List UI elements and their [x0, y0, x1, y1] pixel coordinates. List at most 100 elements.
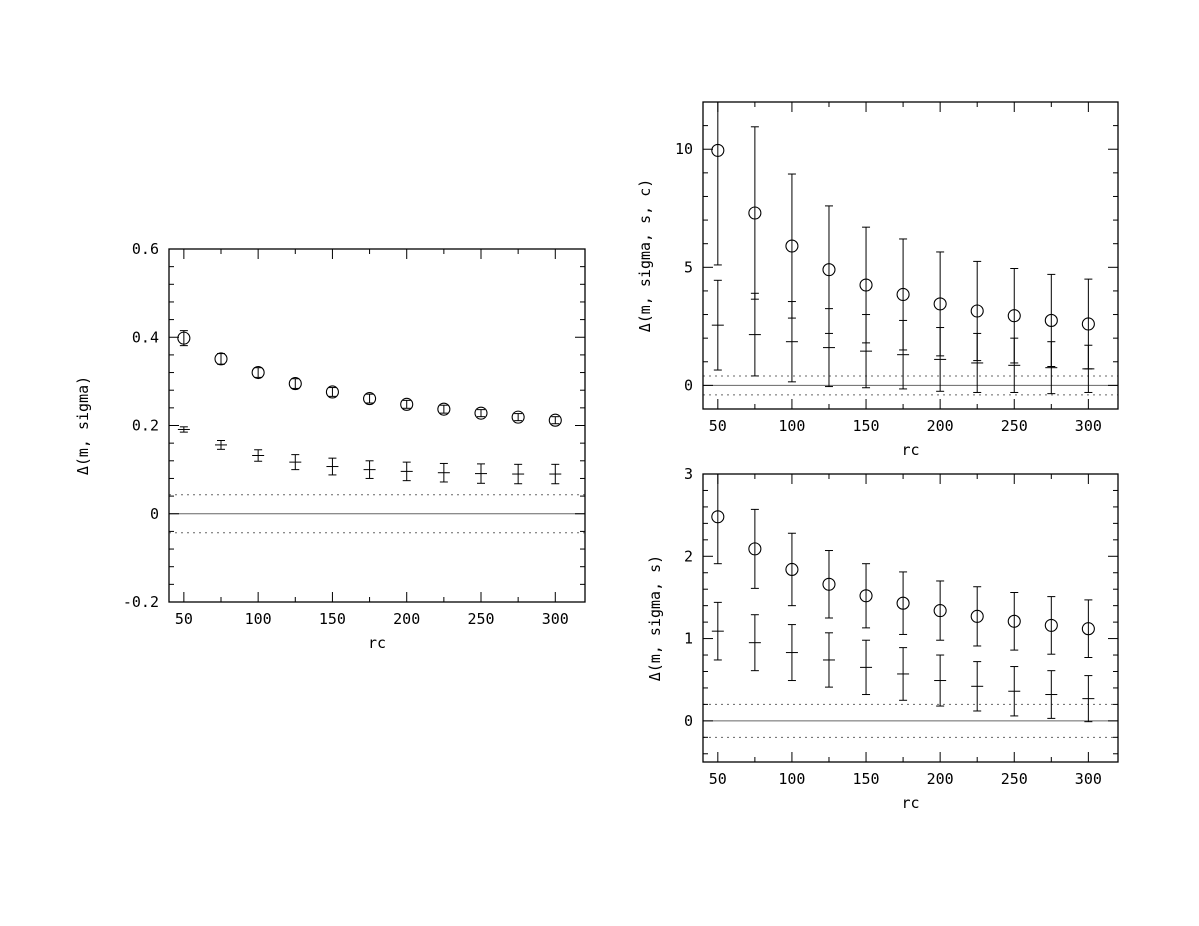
circle-marker [1007, 309, 1021, 323]
circle-marker [511, 410, 525, 424]
y-tick-label: 10 [675, 140, 693, 158]
data-point [1044, 596, 1058, 655]
circle-series [711, 474, 1095, 658]
y-tick-label: 0.6 [132, 240, 159, 258]
data-point [548, 413, 562, 427]
data-point [289, 454, 302, 471]
circle-marker [822, 263, 836, 277]
bottom-right-panel: 50 100 150 200 250 300 0 1 2 3 rc Δ(m, sigma, s) [646, 465, 1119, 812]
circle-marker [1044, 313, 1058, 327]
y-tick-label: 0 [684, 712, 693, 730]
x-tick-label: 50 [709, 770, 727, 788]
circle-marker [1044, 618, 1058, 632]
data-point [785, 532, 799, 607]
x-tick-label: 250 [1001, 417, 1028, 435]
x-axis-label: rc [901, 441, 919, 459]
y-tick-label: 3 [684, 465, 693, 483]
circle-marker [548, 413, 562, 427]
circle-marker [748, 206, 762, 220]
circle-marker [1007, 614, 1021, 628]
circle-marker [970, 304, 984, 318]
x-tick-label: 150 [852, 770, 879, 788]
x-axis-label: rc [901, 794, 919, 812]
x-tick-label: 250 [1001, 770, 1028, 788]
data-point [288, 377, 302, 391]
circle-marker [859, 278, 873, 292]
data-point [437, 462, 450, 483]
data-point [748, 508, 762, 589]
circle-marker [177, 331, 191, 345]
data-point [934, 327, 947, 392]
data-point [1045, 341, 1058, 395]
left-panel: 50 100 150 200 250 300 -0.2 0 0.2 0.4 0.6 rc Δ(m, si… [74, 240, 586, 652]
data-point [474, 406, 488, 420]
y-tick-label: 1 [684, 630, 693, 648]
y-tick-label: 2 [684, 547, 693, 565]
circle-marker [896, 596, 910, 610]
data-point [363, 392, 377, 406]
circle-marker [785, 562, 799, 577]
data-point [859, 563, 873, 629]
circle-marker [363, 392, 377, 406]
circle-marker [785, 239, 799, 253]
x-tick-label: 300 [1075, 770, 1102, 788]
x-tick-label: 100 [778, 417, 805, 435]
x-tick-label: 200 [927, 417, 954, 435]
data-point [860, 314, 873, 389]
data-point [177, 330, 191, 347]
y-tick-label: 5 [684, 258, 693, 276]
x-tick-label: 200 [927, 770, 954, 788]
data-point [785, 301, 798, 383]
y-tick-label: 0.2 [132, 417, 159, 435]
circle-marker [1081, 622, 1095, 636]
plot-frame [168, 248, 586, 603]
data-point [1082, 344, 1095, 393]
y-axis-label: Δ(m, sigma, s) [646, 555, 664, 681]
data-point [549, 463, 562, 485]
data-point [822, 308, 835, 388]
x-tick-label: 300 [542, 610, 569, 628]
data-point [822, 632, 835, 688]
data-point [1082, 675, 1095, 723]
data-point [897, 647, 910, 701]
data-point [400, 397, 414, 411]
x-tick-label: 150 [319, 610, 346, 628]
circle-series [177, 330, 562, 427]
plot-frame [702, 101, 1119, 410]
data-point [711, 601, 724, 661]
data-point [971, 661, 984, 712]
data-point [711, 279, 724, 371]
circle-marker [822, 577, 836, 591]
data-point [970, 586, 984, 647]
circle-marker [970, 609, 984, 623]
x-tick-label: 50 [175, 610, 193, 628]
data-point [475, 463, 487, 484]
data-point [934, 654, 947, 707]
data-point [933, 580, 947, 641]
data-point [748, 126, 762, 300]
plus-series [177, 426, 562, 485]
data-point [512, 463, 525, 485]
data-point [326, 457, 339, 476]
circle-marker [474, 406, 488, 420]
data-point [711, 474, 725, 565]
y-tick-label: 0 [684, 376, 693, 394]
data-point [971, 332, 984, 393]
circle-marker [748, 542, 762, 556]
x-tick-label: 50 [709, 417, 727, 435]
y-tick-label: 0 [150, 505, 159, 523]
circle-marker [251, 365, 265, 380]
circle-marker [1081, 317, 1095, 331]
data-point [896, 571, 910, 635]
y-tick-label: -0.2 [123, 593, 159, 611]
circle-marker [711, 143, 725, 157]
circle-marker [214, 352, 228, 366]
x-tick-label: 250 [467, 610, 494, 628]
data-point [400, 461, 413, 482]
circle-marker [859, 589, 873, 603]
circle-marker [325, 385, 339, 399]
data-point [822, 550, 836, 619]
top-right-panel: 50 100 150 200 250 300 0 5 10 rc Δ(m, sigma, s, c) [636, 101, 1119, 459]
data-point [177, 426, 190, 433]
